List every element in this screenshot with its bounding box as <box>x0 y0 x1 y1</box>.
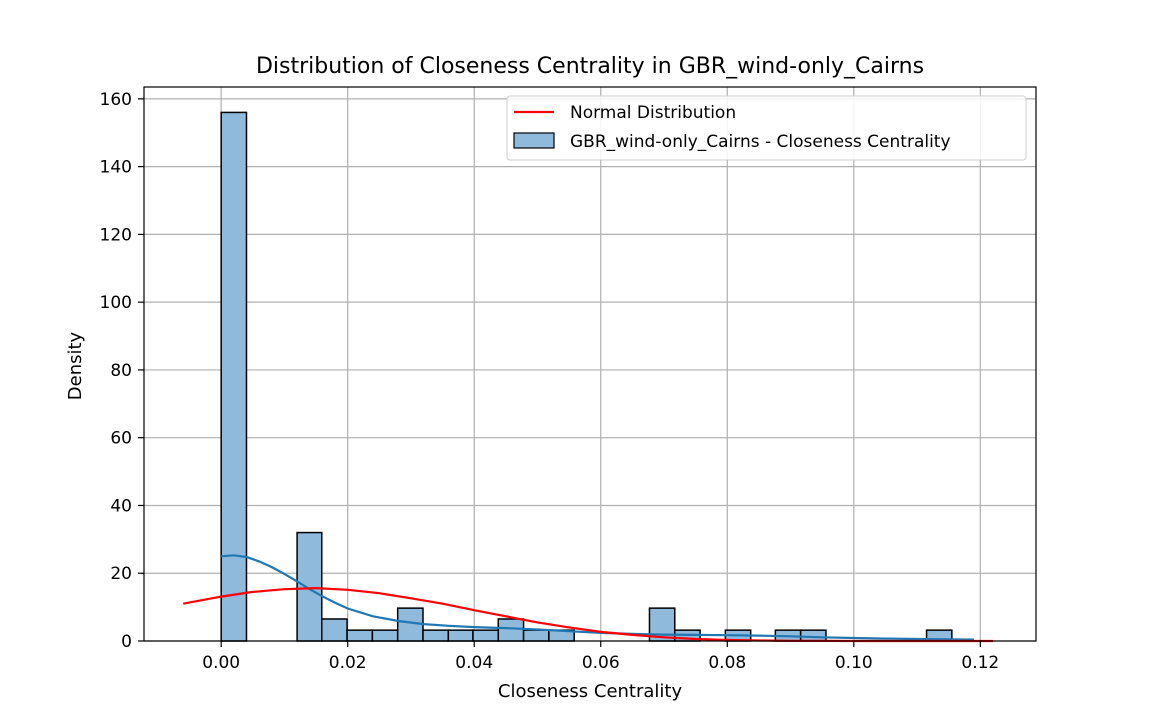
histogram-bar <box>346 629 374 642</box>
y-tick-label: 0 <box>121 632 132 652</box>
x-tick-label: 0.06 <box>582 653 620 673</box>
grid-lines <box>144 87 1036 642</box>
chart-title: Distribution of Closeness Centrality in … <box>256 54 924 79</box>
x-axis-ticks: 0.00 0.02 0.04 0.06 0.08 0.10 0.12 <box>202 641 999 673</box>
x-tick-label: 0.04 <box>455 653 493 673</box>
histogram-bar <box>321 618 348 642</box>
x-tick-label: 0.08 <box>708 653 746 673</box>
x-tick-label: 0.10 <box>835 653 873 673</box>
histogram-bars <box>220 111 953 642</box>
histogram-bar <box>371 629 399 642</box>
y-axis-ticks: 0 20 40 60 80 100 120 140 160 <box>100 90 144 652</box>
y-axis-label: Density <box>65 331 86 400</box>
histogram-bar <box>447 629 474 642</box>
legend-label-normal: Normal Distribution <box>570 103 736 123</box>
x-tick-label: 0.12 <box>961 653 999 673</box>
histogram-bar <box>497 618 525 642</box>
y-tick-label: 60 <box>110 429 132 449</box>
y-tick-label: 120 <box>100 225 132 245</box>
y-tick-label: 140 <box>100 158 132 178</box>
histogram-bar <box>522 629 550 642</box>
y-tick-label: 80 <box>110 361 132 381</box>
legend-label-histogram: GBR_wind-only_Cairns - Closeness Central… <box>570 132 951 152</box>
plot-frame <box>143 86 1037 642</box>
histogram-bar <box>296 531 323 642</box>
histogram-bar <box>220 111 248 642</box>
y-tick-label: 20 <box>110 564 132 584</box>
legend: Normal Distribution GBR_wind-only_Cairns… <box>506 95 1027 161</box>
histogram-bar <box>422 629 450 642</box>
y-tick-label: 160 <box>100 90 132 110</box>
x-tick-label: 0.02 <box>329 653 367 673</box>
kde-curve <box>221 554 975 641</box>
histogram-bar <box>472 629 500 642</box>
x-tick-label: 0.00 <box>202 653 240 673</box>
x-axis-label: Closeness Centrality <box>498 681 683 702</box>
histogram-bar <box>799 629 827 642</box>
y-tick-label: 40 <box>110 496 132 516</box>
legend-box <box>506 95 1027 161</box>
legend-bar-swatch <box>513 132 555 149</box>
y-tick-label: 100 <box>100 293 132 313</box>
